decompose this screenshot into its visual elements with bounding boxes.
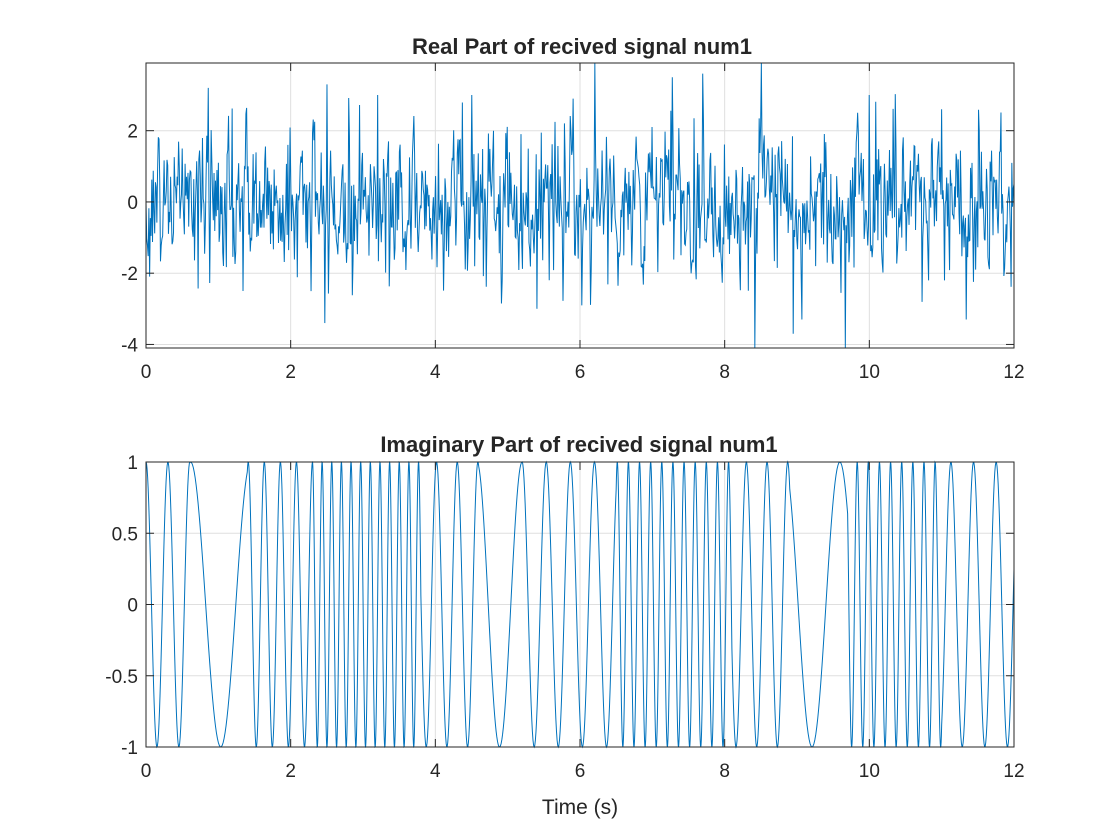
y-tick-label: 2 <box>127 122 138 143</box>
plot-area-real <box>145 62 1015 349</box>
x-tick-label: 6 <box>575 761 586 782</box>
subplot-imag: Imaginary Part of recived signal num1 0 2… <box>105 432 1024 819</box>
x-tick-label: 8 <box>719 362 730 383</box>
y-tick-label: -2 <box>121 264 138 285</box>
y-tick-label: 0.5 <box>112 524 138 545</box>
ticks-imag: 0 2 4 6 8 10 12 -1 -0.5 0 0.5 1 <box>105 453 1024 782</box>
y-tick-label: -1 <box>121 738 138 759</box>
x-tick-label: 2 <box>285 761 296 782</box>
y-tick-label: 0 <box>127 596 138 617</box>
subplot-real: Real Part of recived signal num1 0 2 4 6 8 10… <box>121 34 1024 383</box>
y-tick-label: 1 <box>127 453 138 474</box>
x-tick-label: 0 <box>141 761 152 782</box>
series-line-imag <box>145 460 1015 749</box>
x-axis-label: Time (s) <box>542 796 618 819</box>
x-tick-label: 4 <box>430 362 441 383</box>
x-tick-label: 12 <box>1003 761 1024 782</box>
x-tick-label: 8 <box>719 761 730 782</box>
chart-title-real: Real Part of recived signal num1 <box>412 34 752 59</box>
plot-area-imag <box>145 460 1015 749</box>
ticks-real: 0 2 4 6 8 10 12 -4 -2 0 2 <box>121 63 1025 383</box>
x-tick-label: 10 <box>859 761 880 782</box>
x-tick-label: 10 <box>859 362 880 383</box>
series-line-real <box>145 62 1015 349</box>
x-tick-label: 4 <box>430 761 441 782</box>
x-tick-label: 2 <box>285 362 296 383</box>
y-tick-label: -0.5 <box>105 667 138 688</box>
x-tick-label: 12 <box>1003 362 1024 383</box>
chart-title-imag: Imaginary Part of recived signal num1 <box>380 432 777 457</box>
x-tick-label: 6 <box>575 362 586 383</box>
y-tick-label: 0 <box>127 193 138 214</box>
y-tick-label: -4 <box>121 335 138 356</box>
x-tick-label: 0 <box>141 362 152 383</box>
